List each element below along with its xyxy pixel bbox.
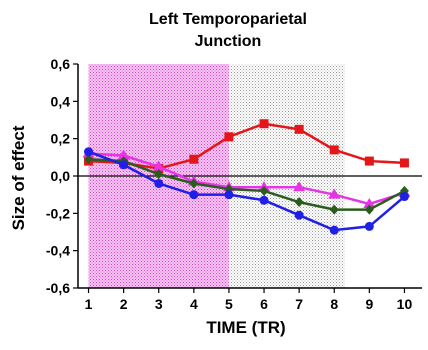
series-4 bbox=[84, 147, 409, 235]
y-tick-label: -0,4 bbox=[46, 243, 70, 259]
data-point bbox=[84, 147, 94, 157]
y-tick-label: -0,2 bbox=[46, 205, 70, 221]
y-axis-label: Size of effect bbox=[9, 125, 28, 230]
x-tick-label: 4 bbox=[190, 296, 198, 312]
data-point bbox=[224, 190, 234, 200]
y-tick-label: 0,2 bbox=[51, 131, 71, 147]
x-tick-label: 7 bbox=[295, 296, 303, 312]
data-point bbox=[154, 169, 164, 180]
data-point bbox=[154, 178, 164, 188]
data-point bbox=[117, 149, 130, 160]
data-point bbox=[189, 154, 199, 164]
x-tick-label: 10 bbox=[397, 296, 413, 312]
data-point bbox=[293, 181, 306, 192]
x-tick-label: 1 bbox=[85, 296, 93, 312]
y-tick-label: 0,4 bbox=[51, 93, 71, 109]
data-point bbox=[259, 195, 269, 205]
data-point bbox=[364, 156, 374, 166]
x-tick-label: 5 bbox=[225, 296, 233, 312]
data-point bbox=[399, 158, 409, 168]
data-point bbox=[364, 204, 374, 215]
data-point bbox=[364, 221, 374, 231]
data-point bbox=[189, 178, 199, 189]
series-line bbox=[88, 150, 406, 232]
data-point bbox=[294, 197, 304, 208]
x-tick-label: 8 bbox=[330, 296, 338, 312]
y-tick-label: 0,0 bbox=[51, 168, 71, 184]
data-point bbox=[152, 160, 165, 171]
x-tick-label: 9 bbox=[365, 296, 373, 312]
series-line bbox=[88, 122, 405, 170]
data-point bbox=[329, 204, 339, 215]
chart-title-line-2: Junction bbox=[195, 33, 262, 50]
y-tick-label: -0,6 bbox=[46, 280, 70, 296]
data-point bbox=[189, 190, 199, 200]
data-point bbox=[399, 192, 409, 202]
data-point bbox=[84, 154, 94, 165]
series-line bbox=[88, 157, 406, 211]
x-tick-label: 2 bbox=[120, 296, 128, 312]
y-tick-labels: 0,6 0,4 0,2 0,0 -0,2 -0,4 -0,6 bbox=[46, 56, 78, 296]
data-point bbox=[329, 145, 339, 155]
data-point bbox=[294, 124, 304, 134]
data-point bbox=[328, 188, 341, 199]
data-point bbox=[329, 225, 339, 235]
data-point bbox=[119, 160, 129, 170]
series-line bbox=[88, 152, 405, 206]
chart-title-line-1: Left Temporoparietal bbox=[149, 11, 307, 28]
x-tick-labels: 1 2 3 4 5 6 7 8 9 10 bbox=[85, 288, 413, 312]
x-axis-label: TIME (TR) bbox=[206, 318, 285, 337]
x-tick-label: 6 bbox=[260, 296, 268, 312]
series-group bbox=[82, 119, 411, 235]
data-point bbox=[259, 119, 269, 129]
data-point bbox=[259, 185, 269, 196]
data-point bbox=[363, 198, 376, 208]
y-tick-label: 0,6 bbox=[51, 56, 71, 72]
data-point bbox=[224, 132, 234, 142]
x-tick-label: 3 bbox=[155, 296, 163, 312]
data-point bbox=[294, 210, 304, 220]
